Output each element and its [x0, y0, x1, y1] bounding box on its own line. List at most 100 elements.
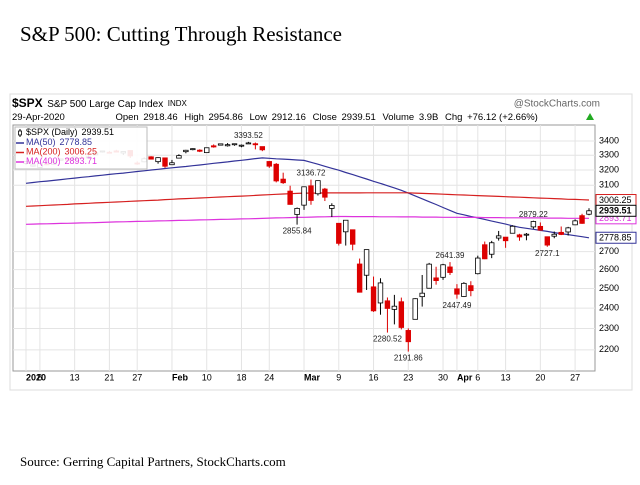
change-value: +76.12 (+2.66%) [467, 112, 538, 123]
candle-body [447, 266, 453, 273]
legend-entry: MA(50) 2778.85 [26, 137, 92, 147]
candle-body [412, 298, 418, 320]
candle-body [405, 330, 411, 343]
x-tick-label: 6 [37, 372, 42, 382]
candle-body [384, 300, 391, 309]
candle-body [502, 236, 509, 242]
x-tick-label: 2020 [26, 372, 46, 382]
annotation-label: 2641.39 [436, 251, 465, 260]
moving-average-line [25, 215, 589, 225]
candle-body [294, 207, 300, 215]
candle-body [565, 227, 571, 233]
x-tick-label: 10 [202, 372, 212, 382]
open-value: 2918.46 [143, 112, 177, 123]
annotation-label: 2727.1 [535, 249, 560, 258]
exchange: INDX [168, 99, 188, 108]
candle-body [579, 215, 585, 224]
x-tick-label: 9 [336, 372, 341, 382]
legend-value: 2939.51 [82, 127, 115, 137]
date: 29-Apr-2020 [12, 112, 65, 123]
value-box-label: 2893.71 [599, 213, 632, 223]
quote-line: 29-Apr-2020 Open 2918.46 High 2954.86 Lo… [12, 112, 538, 123]
open-label: Open [115, 112, 138, 123]
candle-body [231, 143, 238, 146]
symbol: $SPX [12, 96, 43, 110]
candle-body [440, 264, 446, 278]
value-box-label: 2939.51 [599, 206, 632, 216]
y-tick-label: 3200 [599, 164, 619, 174]
candle-body [426, 263, 432, 289]
high-value: 2954.86 [209, 112, 243, 123]
x-tick-label: Apr [457, 372, 473, 382]
candle-body [162, 157, 168, 167]
value-box [595, 204, 637, 217]
candle-body [551, 233, 557, 237]
candle-body [530, 221, 537, 228]
y-tick-label: 2500 [599, 283, 619, 293]
close-value: 2939.51 [342, 112, 376, 123]
candle-body [287, 190, 293, 205]
candle-body [224, 144, 231, 147]
legend-value: 2778.85 [60, 137, 93, 147]
source: Source: Gerring Capital Partners, StockC… [20, 454, 286, 469]
annotation-label: 2280.52 [373, 335, 402, 344]
candle-body [468, 285, 474, 292]
legend-name: MA(200) [26, 147, 61, 157]
candle-body [322, 188, 328, 198]
candle-body [349, 229, 356, 245]
legend-entry: MA(200) 3006.25 [26, 147, 97, 157]
y-tick-label: 2700 [599, 246, 619, 256]
candle-body [252, 143, 259, 146]
y-tick-label: 2600 [599, 264, 619, 274]
credit: @StockCharts.com [514, 99, 600, 110]
candle-body [558, 231, 564, 235]
candle-body [273, 163, 279, 182]
candle-body [301, 186, 307, 206]
candle-body [544, 236, 550, 246]
x-tick-label: 6 [475, 372, 480, 382]
annotation-label: 3136.72 [297, 169, 326, 178]
legend-name: MA(50) [26, 137, 56, 147]
candle-body [495, 235, 502, 239]
x-tick-label: 13 [501, 372, 511, 382]
legend-icon [18, 130, 22, 136]
header-line: $SPX S&P 500 Large Cap Index INDX [12, 96, 188, 110]
candle-body [419, 292, 425, 298]
legend-box [14, 126, 148, 170]
legend-name: MA(400) [26, 156, 61, 166]
candle-body [190, 148, 196, 151]
candle-body [176, 155, 182, 159]
index-name: S&P 500 Large Cap Index [47, 99, 163, 110]
x-tick-label: Mar [304, 372, 321, 382]
candle-body [398, 301, 405, 328]
candle-body [488, 242, 495, 255]
candle-body [343, 219, 349, 233]
candle-body [433, 277, 439, 281]
low-value: 2912.16 [272, 112, 306, 123]
legend-entry: MA(400) 2893.71 [26, 156, 97, 166]
legend-name: $SPX (Daily) [26, 127, 78, 137]
y-tick-label: 3300 [599, 150, 619, 160]
candle-body [329, 205, 335, 209]
x-tick-label: 30 [438, 372, 448, 382]
y-tick-label: 3400 [599, 135, 619, 145]
legend-entry: $SPX (Daily) 2939.51 [26, 127, 114, 137]
grid [13, 125, 595, 371]
candle-body [461, 282, 467, 297]
candle-body [537, 225, 544, 231]
candle-body [155, 157, 161, 163]
volume-label: Volume [382, 112, 414, 123]
candle-body [336, 222, 342, 244]
annotation-label: 2855.84 [283, 227, 312, 236]
moving-average-line [25, 157, 590, 239]
candle-body [516, 234, 523, 238]
x-tick-label: 16 [369, 372, 379, 382]
candle-body [356, 263, 363, 293]
x-tick-label: 27 [570, 372, 580, 382]
y-tick-label: 2400 [599, 302, 619, 312]
candle-body [377, 282, 384, 304]
candle-body [572, 220, 578, 226]
legend-value: 2893.71 [65, 156, 98, 166]
